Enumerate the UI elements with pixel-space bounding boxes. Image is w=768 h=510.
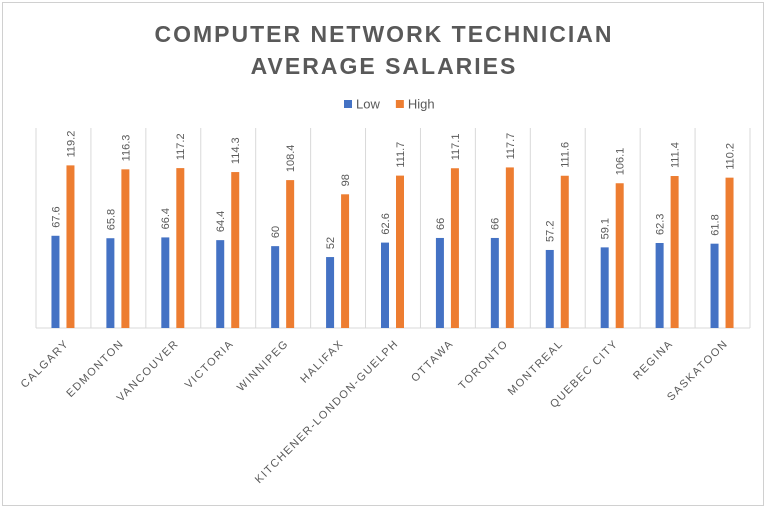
data-label: 66 [490,218,502,230]
bar [435,237,444,328]
data-label: 117.2 [175,133,187,160]
data-label: 67.6 [50,206,62,227]
data-label: 52 [325,237,337,249]
data-label: 114.3 [230,137,242,164]
bar [161,237,170,328]
legend-swatch [395,100,404,108]
bar [396,175,404,328]
chart-title: COMPUTER NETWORK TECHNICIAN AVERAGE SALA… [154,21,614,79]
data-label: 64.4 [215,211,227,232]
x-tick-label: OTTAWA [409,338,456,385]
bar [106,238,115,328]
x-tick-label: CALGARY [19,338,72,391]
data-label: 108.4 [285,145,297,173]
data-label: 110.2 [724,143,736,170]
data-label: 117.1 [450,134,462,161]
bar [600,247,609,328]
bar [216,240,225,328]
data-label: 60 [270,226,282,238]
data-label: 66.4 [160,208,172,229]
data-label: 62.3 [655,214,667,235]
bar [670,176,679,328]
bar [710,243,719,328]
x-tick-label: WINNIPEG [235,338,291,394]
bar [326,257,335,328]
data-label: 65.8 [105,209,117,230]
legend-swatch [344,100,352,108]
bar [271,246,280,328]
bar [286,180,295,328]
bar [121,169,130,328]
bar [341,194,350,328]
data-label: 61.8 [709,214,721,235]
data-label: 98 [340,174,352,186]
data-label: 116.3 [120,135,132,162]
bar [505,167,514,328]
legend-label: High [408,96,435,111]
legend-label: Low [356,96,380,111]
bar [231,172,240,328]
x-tick-label: REGINA [631,338,676,383]
bar [176,168,185,328]
bar [725,177,734,328]
x-tick-label: HALIFAX [298,338,346,386]
bar [560,175,569,328]
bar [51,235,60,328]
data-label: 117.7 [505,133,517,160]
data-label: 119.2 [65,131,77,158]
data-label: 111.4 [670,142,682,168]
bar [545,249,554,328]
bar [615,183,624,328]
x-tick-label: SASKATOON [665,338,731,404]
bar [655,243,664,328]
bar [490,237,499,328]
x-tick-label: MONTREAL [506,338,566,398]
data-label: 106.1 [615,148,627,176]
data-label: 111.6 [560,142,572,168]
bar [66,165,75,328]
bar [450,168,459,328]
data-label: 57.2 [545,221,557,242]
x-tick-label: TORONTO [456,338,511,393]
data-label: 59.1 [600,218,612,239]
bar [381,242,389,328]
data-label: 62.6 [380,213,392,234]
x-tick-label: VICTORIA [183,338,237,392]
x-tick-label: EDMONTON [64,338,126,400]
data-label: 66 [435,218,447,230]
data-label: 111.7 [395,142,407,168]
